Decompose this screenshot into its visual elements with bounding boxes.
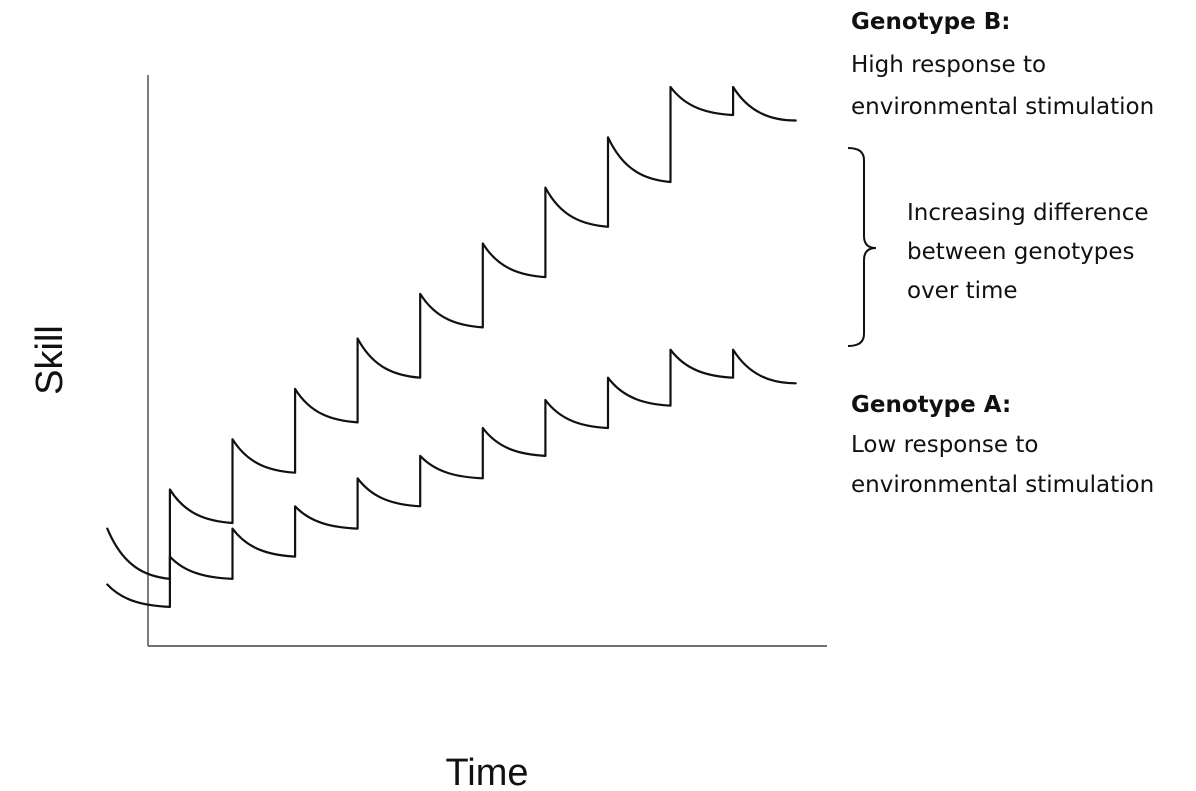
series-line-genotype-b xyxy=(106,85,797,580)
difference-annotation: Increasing difference between genotypes … xyxy=(847,147,1149,347)
legend-entry-genotype-b: Genotype B: High response to environment… xyxy=(851,9,1154,120)
series-layer xyxy=(106,85,797,608)
series-description-genotype-b-line-2: environmental stimulation xyxy=(851,94,1154,120)
annotation-line-3: over time xyxy=(907,278,1018,304)
series-name-genotype-a: Genotype A: xyxy=(851,392,1011,418)
series-description-genotype-a-line-2: environmental stimulation xyxy=(851,472,1154,498)
annotation-line-2: between genotypes xyxy=(907,239,1135,265)
axes xyxy=(147,75,827,647)
series-description-genotype-b-line-1: High response to xyxy=(851,52,1046,78)
series-description-genotype-a-line-1: Low response to xyxy=(851,432,1038,458)
series-name-genotype-b: Genotype B: xyxy=(851,9,1010,35)
annotation-line-1: Increasing difference xyxy=(907,200,1149,226)
x-axis-label: Time xyxy=(445,752,528,791)
legend-entry-genotype-a: Genotype A: Low response to environmenta… xyxy=(851,392,1154,498)
y-axis-label: Skill xyxy=(29,325,71,395)
series-line-genotype-a xyxy=(106,348,797,608)
bracket-shape xyxy=(847,147,877,347)
